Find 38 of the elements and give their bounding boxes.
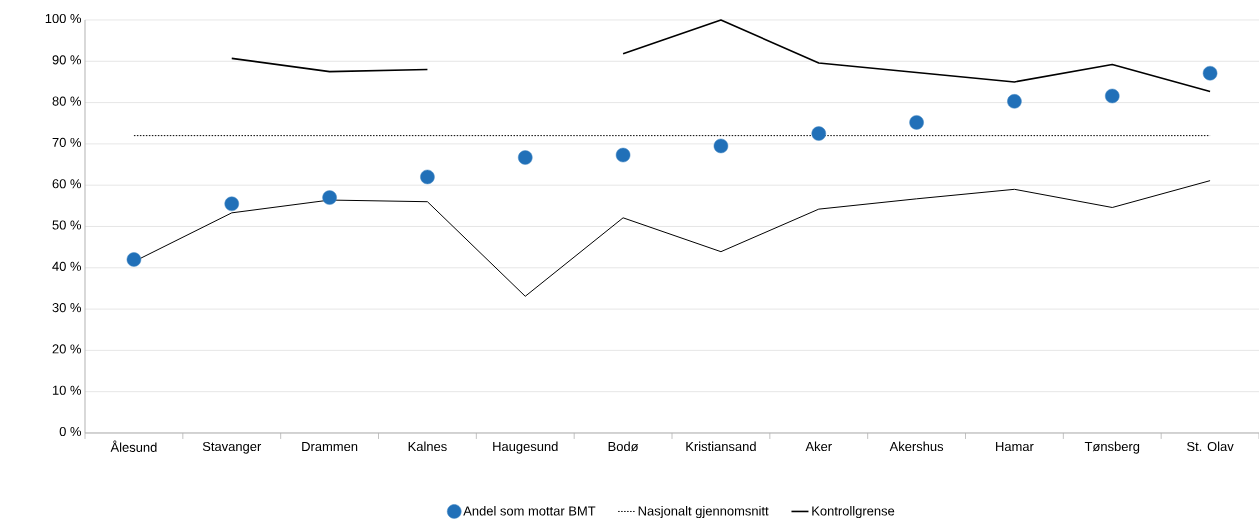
x-tick-label: Haugesund bbox=[493, 441, 558, 454]
x-tick-label: Kalnes bbox=[408, 441, 447, 452]
y-tick-label: 90 % bbox=[52, 55, 82, 65]
x-tick-label: Tønsberg bbox=[1084, 441, 1140, 454]
point bbox=[126, 252, 142, 267]
x-tick-label: Hamar bbox=[996, 442, 1034, 452]
point bbox=[713, 138, 729, 154]
x-tick-label: Akershus bbox=[889, 441, 944, 452]
point bbox=[909, 115, 924, 130]
point bbox=[1007, 94, 1022, 109]
y-tick-label: 20 % bbox=[52, 344, 82, 354]
x-tick-label: Drammen bbox=[302, 442, 358, 452]
x-tick-label: St. Olav bbox=[1187, 441, 1234, 452]
point bbox=[615, 147, 631, 163]
point bbox=[420, 169, 435, 185]
x-tick-label: Ålesund bbox=[110, 440, 157, 452]
y-tick-label: 40 % bbox=[52, 261, 82, 271]
point bbox=[224, 196, 240, 212]
y-tick-label: 60 % bbox=[52, 179, 82, 189]
y-tick-label: 50 % bbox=[52, 220, 82, 230]
point bbox=[518, 150, 533, 165]
legend-label: Nasjonalt gjennomsnitt bbox=[638, 506, 769, 519]
point bbox=[322, 190, 337, 205]
y-tick-label: 30 % bbox=[52, 303, 82, 313]
y-tick-label: 70 % bbox=[52, 137, 82, 147]
y-tick-label: 10 % bbox=[52, 385, 82, 395]
legend-label: Andel som mottar BMT bbox=[463, 506, 596, 516]
x-tick-label: Bodø bbox=[608, 441, 639, 452]
x-tick-label: Kristiansand bbox=[686, 441, 756, 452]
x-tick-label: Stavanger bbox=[202, 441, 262, 454]
point bbox=[811, 126, 827, 141]
y-tick-label: 0 % bbox=[59, 426, 82, 437]
x-tick-label: Aker bbox=[805, 441, 832, 452]
point bbox=[1202, 66, 1218, 81]
y-tick-label: 80 % bbox=[52, 96, 82, 106]
legend-label: Kontrollgrense bbox=[812, 506, 895, 519]
point bbox=[1105, 88, 1120, 104]
y-tick-label: 100 % bbox=[45, 13, 82, 24]
